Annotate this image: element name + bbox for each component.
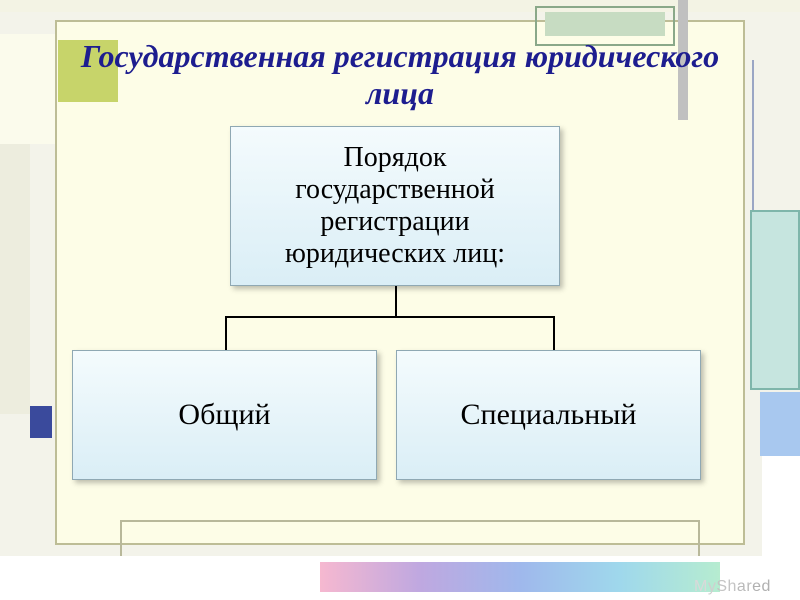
deco-left-strip-mid	[0, 144, 30, 414]
deco-bottom-grad	[320, 562, 720, 592]
tree-connector-hbar	[225, 316, 555, 318]
tree-child-label: Общий	[178, 398, 270, 432]
deco-right-blue	[760, 392, 800, 456]
slide-stage: Государственная регистрация юридического…	[0, 0, 800, 600]
deco-right-teal	[750, 210, 800, 390]
deco-right-line	[752, 60, 754, 210]
tree-root-node: Порядок государственной регистрации юрид…	[230, 126, 560, 286]
tree-child-node-1: Специальный	[396, 350, 701, 480]
deco-left-navy	[30, 406, 52, 438]
tree-connector-trunk	[395, 286, 397, 316]
tree-child-label: Специальный	[461, 398, 637, 432]
page-title: Государственная регистрация юридического…	[70, 38, 730, 112]
tree-child-node-0: Общий	[72, 350, 377, 480]
deco-top-green-block	[545, 12, 665, 36]
tree-connector-drop-left	[225, 316, 227, 350]
deco-left-strip-top	[0, 34, 55, 144]
tree-connector-drop-right	[553, 316, 555, 350]
tree-root-label: Порядок государственной регистрации юрид…	[241, 142, 549, 270]
watermark: MyShared	[694, 578, 771, 596]
